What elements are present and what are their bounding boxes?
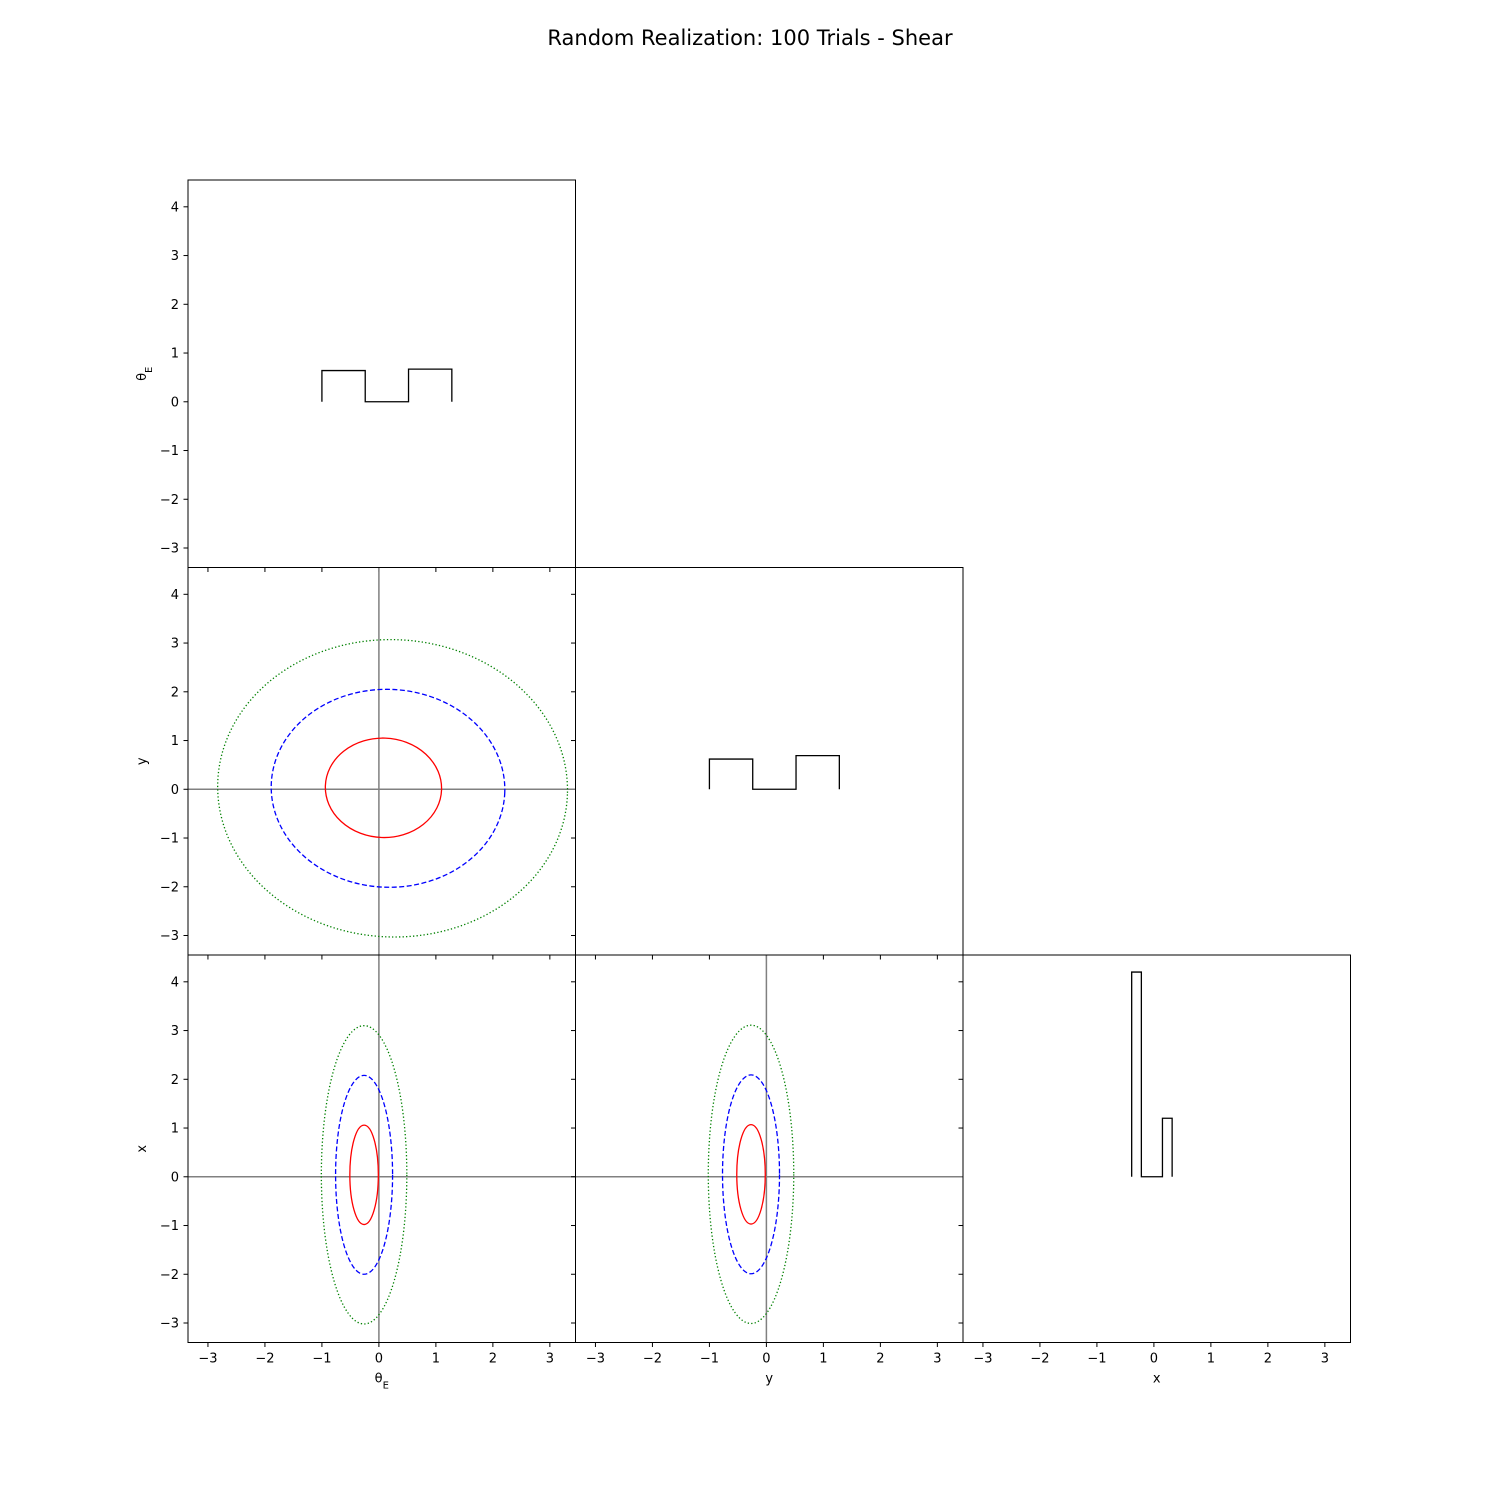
y-tick-label: 2	[171, 685, 179, 700]
y-tick-label: 4	[171, 588, 179, 603]
x-tick-label: −2	[643, 1352, 662, 1367]
y-tick-label: 4	[171, 975, 179, 990]
x-axis-label: y	[765, 1372, 773, 1387]
x-tick-label: 3	[933, 1352, 941, 1367]
x-tick-label: 2	[489, 1352, 497, 1367]
y-tick-label: 3	[171, 637, 179, 652]
contour-1sigma	[324, 737, 443, 839]
y-tick-label: −3	[160, 542, 179, 557]
x-tick-label: −2	[1030, 1352, 1049, 1367]
y-tick-label: 1	[171, 734, 179, 749]
contour-3sigma	[320, 1025, 408, 1325]
x-tick-label: 3	[1321, 1352, 1329, 1367]
x-tick-label: 1	[432, 1352, 440, 1367]
y-tick-label: −3	[160, 1317, 179, 1332]
y-tick-label: −2	[160, 1268, 179, 1283]
x-tick-label: −1	[700, 1352, 719, 1367]
y-tick-label: 0	[171, 395, 179, 410]
y-tick-label: 3	[171, 249, 179, 264]
y-tick-label: 0	[171, 783, 179, 798]
histogram-step	[708, 754, 840, 790]
y-axis-label: x	[135, 1145, 150, 1153]
x-tick-label: −2	[255, 1352, 274, 1367]
panel-diag-y	[571, 567, 964, 960]
y-tick-label: −3	[160, 929, 179, 944]
contour-2sigma	[334, 1074, 394, 1275]
figure-title: Random Realization: 100 Trials - Shear	[547, 26, 953, 50]
contour-1sigma	[736, 1123, 766, 1225]
x-tick-label: −3	[198, 1352, 217, 1367]
y-axis-label: y	[135, 757, 150, 765]
histogram-step	[1131, 971, 1173, 1178]
axes-frame	[575, 567, 964, 956]
y-tick-label: −1	[160, 832, 179, 847]
x-tick-label: 3	[546, 1352, 554, 1367]
y-tick-label: 1	[171, 347, 179, 362]
contour-2sigma	[270, 688, 506, 888]
panel-diag-thetaE: −3 −2 −1 0 1 2 3 4 θE	[135, 179, 576, 572]
x-tick-label: 2	[876, 1352, 884, 1367]
y-tick-label: −1	[160, 1219, 179, 1234]
panel-contour-x-thetaE: −3 −2 −1 0 1 2 3 −3 −2 −1 0 1 2 3 4 θE x	[135, 954, 576, 1392]
contour-3sigma	[217, 638, 569, 938]
x-tick-label: 1	[819, 1352, 827, 1367]
y-tick-label: 0	[171, 1170, 179, 1185]
x-tick-label: −3	[586, 1352, 605, 1367]
y-tick-label: 2	[171, 1073, 179, 1088]
panel-contour-x-y: −3 −2 −1 0 1 2 3 y	[571, 954, 964, 1387]
x-tick-label: −1	[1087, 1352, 1106, 1367]
x-tick-label: 0	[1150, 1352, 1158, 1367]
axes-frame	[187, 179, 576, 568]
axes-frame	[187, 567, 576, 956]
y-tick-label: −2	[160, 493, 179, 508]
x-axis-label: x	[1153, 1372, 1161, 1387]
panel-diag-x: −3 −2 −1 0 1 2 3 x	[958, 954, 1351, 1387]
axes-frame	[187, 954, 576, 1343]
y-tick-label: 4	[171, 200, 179, 215]
panel-contour-y-thetaE: −3 −2 −1 0 1 2 3 4 y	[135, 567, 576, 960]
x-tick-label: −3	[973, 1352, 992, 1367]
x-tick-label: −1	[312, 1352, 331, 1367]
axes-frame	[962, 954, 1351, 1343]
x-tick-label: 2	[1264, 1352, 1272, 1367]
contour-2sigma	[721, 1074, 781, 1275]
contour-3sigma	[707, 1024, 795, 1325]
x-tick-label: 0	[762, 1352, 770, 1367]
y-tick-label: 1	[171, 1122, 179, 1137]
y-axis-label: θE	[135, 367, 155, 381]
y-tick-label: −2	[160, 880, 179, 895]
x-axis-label: θE	[375, 1372, 389, 1392]
x-tick-label: 0	[375, 1352, 383, 1367]
axes-frame	[575, 954, 964, 1343]
x-tick-label: 1	[1207, 1352, 1215, 1367]
y-tick-label: 2	[171, 298, 179, 313]
y-tick-label: 3	[171, 1024, 179, 1039]
y-tick-label: −1	[160, 444, 179, 459]
contour-1sigma	[349, 1124, 379, 1226]
histogram-step	[321, 368, 453, 403]
